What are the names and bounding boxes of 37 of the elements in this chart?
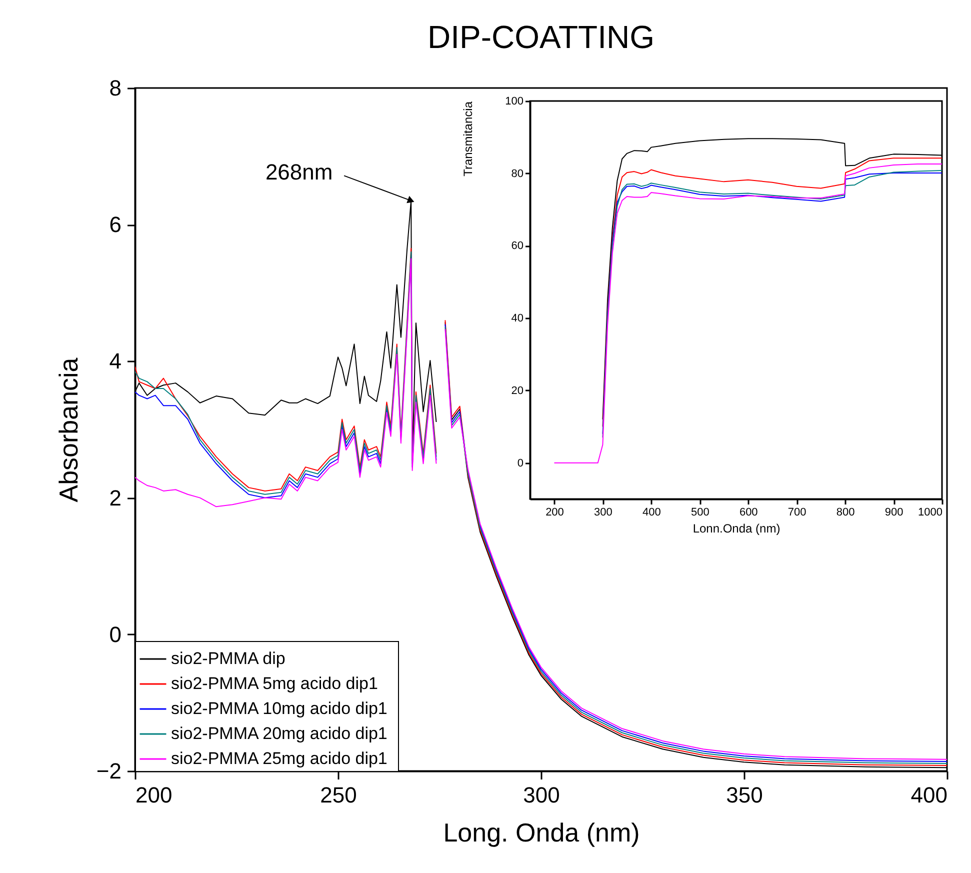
y-tick-label: 2 — [109, 485, 122, 510]
x-tick-label: 800 — [836, 506, 855, 518]
y-tick-label: 8 — [109, 76, 122, 100]
legend-label: sio2-PMMA 10mg acido dip1 — [171, 699, 388, 718]
annotation: 268nm — [265, 160, 333, 185]
legend-label: sio2-PMMA 25mg acido dip1 — [171, 749, 388, 768]
y-tick-label: 6 — [109, 212, 122, 238]
x-tick-label: 1000 — [918, 506, 942, 518]
legend-label: sio2-PMMA 20mg acido dip1 — [171, 724, 388, 743]
y-tick-label: 0 — [109, 622, 122, 647]
y-tick-label: −2 — [96, 758, 122, 784]
x-tick-label: 600 — [739, 506, 758, 518]
x-tick-label: 500 — [690, 506, 710, 518]
y-axis-title: Transmitancia — [461, 101, 476, 176]
x-tick-label: 400 — [910, 782, 948, 808]
y-tick-label: 20 — [511, 384, 524, 397]
y-tick-label: 60 — [511, 240, 524, 252]
y-axis-title: Absorbancia — [53, 357, 84, 502]
x-tick-label: 300 — [594, 506, 612, 518]
y-tick-label: 100 — [505, 96, 524, 108]
chart-title: DIP-COATTING — [428, 19, 654, 55]
x-tick-label: 400 — [642, 506, 661, 518]
legend-label: sio2-PMMA dip — [171, 649, 286, 668]
y-tick-label: 80 — [511, 168, 524, 180]
x-tick-label: 350 — [726, 782, 763, 808]
x-axis-title: Lonn.Onda (nm) — [692, 522, 780, 536]
y-tick-label: 0 — [517, 457, 524, 470]
y-tick-label: 4 — [109, 348, 122, 374]
x-tick-label: 300 — [523, 782, 560, 808]
x-tick-label: 250 — [320, 782, 357, 808]
x-tick-label: 700 — [788, 506, 806, 518]
x-tick-label: 200 — [136, 782, 172, 808]
x-axis-title: Long. Onda (nm) — [443, 818, 640, 848]
x-tick-label: 900 — [884, 506, 904, 518]
legend-label: sio2-PMMA 5mg acido dip1 — [171, 674, 378, 693]
x-tick-label: 200 — [546, 506, 564, 518]
y-tick-label: 40 — [511, 312, 524, 325]
